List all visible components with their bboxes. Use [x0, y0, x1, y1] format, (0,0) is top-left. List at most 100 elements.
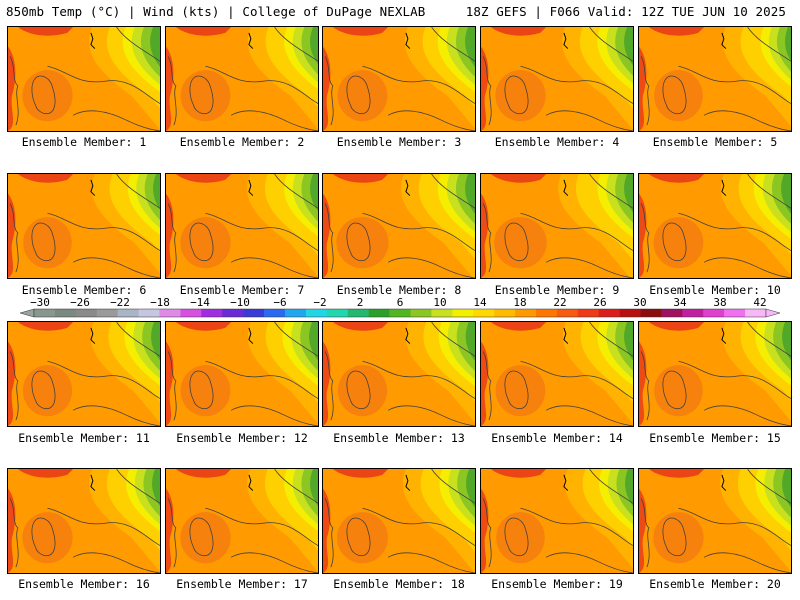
colorbar-swatch	[577, 309, 599, 317]
ensemble-member-map	[480, 321, 634, 427]
ensemble-member-label: Ensemble Member: 18	[333, 577, 465, 591]
ensemble-member-map	[322, 26, 476, 132]
colorbar-swatch	[556, 309, 579, 317]
ensemble-member-label: Ensemble Member: 4	[494, 135, 620, 149]
colorbar-swatch	[494, 309, 516, 317]
colorbar-swatch	[640, 309, 662, 317]
temperature-map	[322, 321, 476, 427]
ensemble-member-label: Ensemble Member: 12	[176, 431, 308, 445]
colorbar-swatch	[347, 309, 369, 317]
colorbar-max-arrow	[765, 308, 781, 318]
colorbar-swatch	[222, 309, 244, 317]
ensemble-member-label: Ensemble Member: 13	[333, 431, 465, 445]
ensemble-member-map	[322, 468, 476, 574]
ensemble-member-label: Ensemble Member: 16	[18, 577, 150, 591]
ensemble-member-map	[165, 173, 319, 279]
colorbar-swatch	[305, 309, 328, 317]
temperature-map	[480, 173, 634, 279]
ensemble-member-label: Ensemble Member: 19	[491, 577, 623, 591]
temperature-map	[638, 26, 792, 132]
colorbar-swatch	[201, 309, 223, 317]
colorbar-swatch	[431, 309, 453, 317]
colorbar-swatch	[180, 309, 202, 317]
colorbar-tick-label: 22	[553, 296, 566, 309]
colorbar-tick-label: 10	[433, 296, 446, 309]
ensemble-member-map	[7, 173, 161, 279]
colorbar-tick-label: 30	[633, 296, 646, 309]
ensemble-member-map	[7, 26, 161, 132]
colorbar-tick-label: −18	[150, 296, 170, 309]
colorbar-swatch	[117, 309, 139, 317]
colorbar-swatch	[410, 309, 432, 317]
colorbar-swatch	[159, 309, 181, 317]
temperature-map	[7, 468, 161, 574]
ensemble-member-map	[638, 26, 792, 132]
colorbar-tick-label: −26	[70, 296, 90, 309]
colorbar-swatch	[745, 309, 767, 317]
ensemble-member-label: Ensemble Member: 3	[336, 135, 462, 149]
colorbar-tick-label: 26	[593, 296, 606, 309]
colorbar-swatch	[326, 309, 349, 317]
colorbar-swatch	[138, 309, 160, 317]
temperature-colorbar: −30 −26 −22 −18 −14 −10 −6 −2 2 6 10 14 18 22 26 30 34 38…	[19, 296, 781, 318]
colorbar-swatch	[535, 309, 558, 317]
colorbar-tick-label: −2	[313, 296, 326, 309]
ensemble-member-label: Ensemble Member: 11	[18, 431, 150, 445]
ensemble-member-map	[165, 468, 319, 574]
colorbar-swatch	[34, 309, 56, 317]
ensemble-member-label: Ensemble Member: 7	[179, 283, 305, 297]
ensemble-member-label: Ensemble Member: 20	[649, 577, 781, 591]
temperature-map	[480, 26, 634, 132]
colorbar-swatch	[452, 309, 474, 317]
ensemble-member-label: Ensemble Member: 9	[494, 283, 620, 297]
colorbar-swatch	[515, 309, 537, 317]
ensemble-member-map	[638, 173, 792, 279]
ensemble-member-label: Ensemble Member: 17	[176, 577, 308, 591]
colorbar-swatch	[389, 309, 411, 317]
temperature-map	[165, 468, 319, 574]
colorbar-tick-label: −14	[190, 296, 210, 309]
colorbar-tick-label: −22	[110, 296, 130, 309]
colorbar-swatch	[703, 309, 725, 317]
colorbar-tick-label: 14	[473, 296, 487, 309]
ensemble-member-map	[480, 173, 634, 279]
ensemble-member-map	[165, 26, 319, 132]
ensemble-member-label: Ensemble Member: 15	[649, 431, 781, 445]
ensemble-member-label: Ensemble Member: 14	[491, 431, 623, 445]
colorbar-swatch	[96, 309, 118, 317]
ensemble-member-map	[165, 321, 319, 427]
temperature-map	[480, 321, 634, 427]
temperature-map	[165, 321, 319, 427]
colorbar-swatch	[75, 309, 98, 317]
temperature-map	[480, 468, 634, 574]
colorbar-swatch	[598, 309, 620, 317]
ensemble-member-map	[638, 321, 792, 427]
colorbar-tick-label: 38	[713, 296, 726, 309]
ensemble-member-map	[480, 468, 634, 574]
ensemble-member-label: Ensemble Member: 2	[179, 135, 305, 149]
map-title: 850mb Temp (°C) | Wind (kts) | College o…	[6, 4, 426, 19]
temperature-map	[638, 468, 792, 574]
temperature-map	[7, 321, 161, 427]
colorbar-tick-label: −30	[30, 296, 50, 309]
colorbar-tick-label: −10	[230, 296, 250, 309]
ensemble-member-label: Ensemble Member: 1	[21, 135, 147, 149]
colorbar-swatch	[54, 309, 77, 317]
ensemble-member-label: Ensemble Member: 5	[652, 135, 778, 149]
model-run-info: 18Z GEFS | F066 Valid: 12Z TUE JUN 10 20…	[465, 4, 786, 19]
colorbar-tick-label: 6	[397, 296, 404, 309]
temperature-map	[7, 26, 161, 132]
ensemble-member-map	[7, 468, 161, 574]
colorbar-tick-label: 2	[357, 296, 364, 309]
ensemble-member-label: Ensemble Member: 8	[336, 283, 462, 297]
ensemble-member-map	[7, 321, 161, 427]
temperature-map	[165, 173, 319, 279]
temperature-map	[322, 26, 476, 132]
colorbar-min-arrow	[19, 308, 35, 318]
colorbar-tick-label: 18	[513, 296, 526, 309]
colorbar-swatch	[682, 309, 704, 317]
ensemble-member-label: Ensemble Member: 6	[21, 283, 147, 297]
temperature-map	[322, 468, 476, 574]
colorbar-tick-label: −6	[273, 296, 286, 309]
colorbar-swatch	[368, 309, 390, 317]
